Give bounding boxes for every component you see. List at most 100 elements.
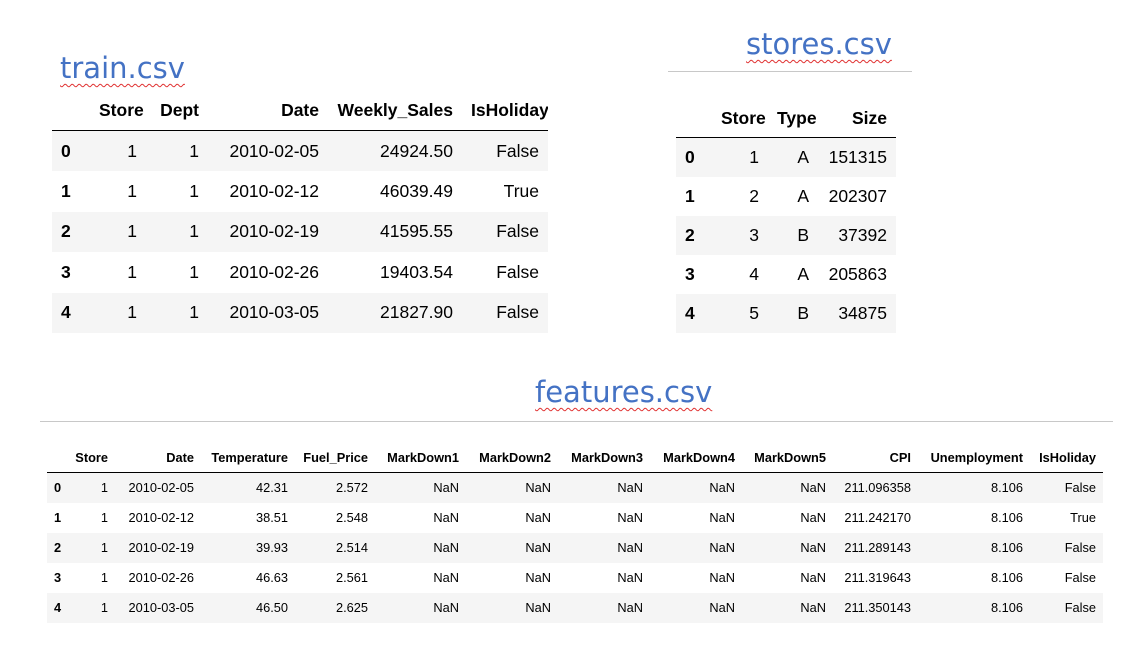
table-cell: NaN: [709, 570, 735, 585]
table-cell: 2.548: [335, 510, 368, 525]
column-header-date: Date: [115, 442, 201, 473]
table-cell: 211.242170: [844, 510, 911, 525]
table-cell: 1: [100, 510, 108, 525]
column-header-dept: Dept: [146, 91, 208, 131]
table-cell: 211.096358: [844, 480, 911, 496]
table-cell: True: [503, 180, 539, 201]
row-index: 3: [685, 263, 695, 284]
table-cell: 37392: [838, 224, 887, 245]
column-header-store: Store: [67, 442, 115, 473]
stores-csv-title: stores.csv: [746, 27, 892, 61]
column-header-fuel-price: Fuel_Price: [295, 442, 375, 473]
table-cell: 1: [127, 180, 137, 201]
table-cell: False: [1064, 600, 1096, 615]
column-header-isholiday: IsHoliday: [462, 91, 548, 131]
table-cell: 211.319643: [844, 570, 911, 585]
table-cell: 2010-02-12: [229, 180, 319, 201]
table-cell: NaN: [433, 480, 459, 496]
table-cell: NaN: [617, 600, 643, 615]
index-header: [47, 442, 67, 473]
table-cell: 8.106: [990, 480, 1023, 496]
row-index: 0: [685, 146, 695, 167]
table-cell: NaN: [709, 480, 735, 496]
table-row: 1 1 2010-02-12 38.51 2.548 NaN NaN NaN N…: [47, 503, 1103, 533]
features-table: Store Date Temperature Fuel_Price MarkDo…: [47, 442, 1103, 623]
table-cell: NaN: [433, 570, 459, 585]
table-cell: 4: [749, 263, 759, 284]
table-cell: 19403.54: [380, 261, 453, 282]
table-cell: 1: [189, 140, 199, 161]
column-header-markdown2: MarkDown2: [466, 442, 558, 473]
table-cell: 1: [749, 146, 759, 167]
row-index: 1: [685, 185, 695, 206]
table-cell: NaN: [800, 600, 826, 615]
table-cell: False: [1064, 570, 1096, 585]
table-cell: False: [496, 221, 539, 242]
table-cell: 1: [127, 261, 137, 282]
table-cell: 2010-02-12: [128, 510, 194, 525]
table-cell: A: [797, 263, 809, 284]
table-cell: NaN: [525, 510, 551, 525]
features-csv-title: features.csv: [535, 375, 713, 409]
table-row: 2 3 B 37392: [676, 215, 896, 255]
table-cell: 41595.55: [380, 221, 453, 242]
table-cell: False: [496, 140, 539, 161]
column-header-temperature: Temperature: [201, 442, 295, 473]
table-cell: 46.50: [255, 600, 288, 615]
table-header-row: Store Date Temperature Fuel_Price MarkDo…: [47, 442, 1103, 473]
table-cell: 46039.49: [380, 180, 453, 201]
table-cell: 1: [100, 540, 108, 555]
table-cell: 8.106: [990, 570, 1023, 585]
column-header-type: Type: [768, 99, 818, 138]
column-header-weekly-sales: Weekly_Sales: [328, 91, 462, 131]
table-cell: NaN: [709, 510, 735, 525]
table-row: 4 1 2010-03-05 46.50 2.625 NaN NaN NaN N…: [47, 592, 1103, 623]
stores-divider: [668, 71, 912, 72]
table-cell: True: [1070, 510, 1096, 525]
table-cell: NaN: [525, 540, 551, 555]
table-cell: 8.106: [990, 510, 1023, 525]
table-cell: 2.561: [335, 570, 368, 585]
column-header-isholiday: IsHoliday: [1030, 442, 1103, 473]
table-cell: NaN: [433, 510, 459, 525]
table-cell: 211.289143: [844, 540, 911, 555]
table-cell: 2: [749, 185, 759, 206]
table-cell: 3: [749, 224, 759, 245]
row-index: 0: [61, 140, 71, 161]
table-cell: False: [496, 261, 539, 282]
table-cell: NaN: [617, 480, 643, 496]
table-header-row: Store Type Size: [676, 99, 896, 138]
column-header-markdown1: MarkDown1: [375, 442, 466, 473]
index-header: [676, 99, 712, 138]
table-cell: NaN: [709, 540, 735, 555]
table-cell: NaN: [617, 570, 643, 585]
table-cell: NaN: [525, 600, 551, 615]
row-index: 3: [54, 570, 62, 585]
row-index: 2: [685, 224, 695, 245]
row-index: 1: [54, 510, 62, 525]
train-csv-title: train.csv: [60, 51, 185, 85]
table-cell: 46.63: [255, 570, 288, 585]
table-cell: 2010-03-05: [229, 302, 319, 323]
table-cell: NaN: [525, 570, 551, 585]
table-cell: NaN: [709, 600, 735, 615]
column-header-cpi: CPI: [833, 442, 918, 473]
column-header-unemployment: Unemployment: [918, 442, 1030, 473]
table-cell: 2.625: [335, 600, 368, 615]
table-cell: 2.572: [335, 480, 368, 496]
column-header-markdown5: MarkDown5: [742, 442, 833, 473]
train-table: Store Dept Date Weekly_Sales IsHoliday 0…: [52, 91, 548, 333]
table-cell: 24924.50: [380, 140, 453, 161]
row-index: 4: [685, 302, 695, 323]
column-header-size: Size: [818, 99, 896, 138]
table-cell: 5: [749, 302, 759, 323]
table-cell: 2010-02-26: [128, 570, 194, 585]
table-cell: 8.106: [990, 600, 1023, 615]
table-cell: 1: [127, 302, 137, 323]
table-row: 2 1 1 2010-02-19 41595.55 False: [52, 211, 548, 252]
table-cell: 2010-02-19: [128, 540, 194, 555]
table-cell: 205863: [828, 263, 887, 284]
table-row: 1 2 A 202307: [676, 177, 896, 216]
row-index: 2: [54, 540, 62, 555]
column-header-store: Store: [712, 99, 768, 138]
